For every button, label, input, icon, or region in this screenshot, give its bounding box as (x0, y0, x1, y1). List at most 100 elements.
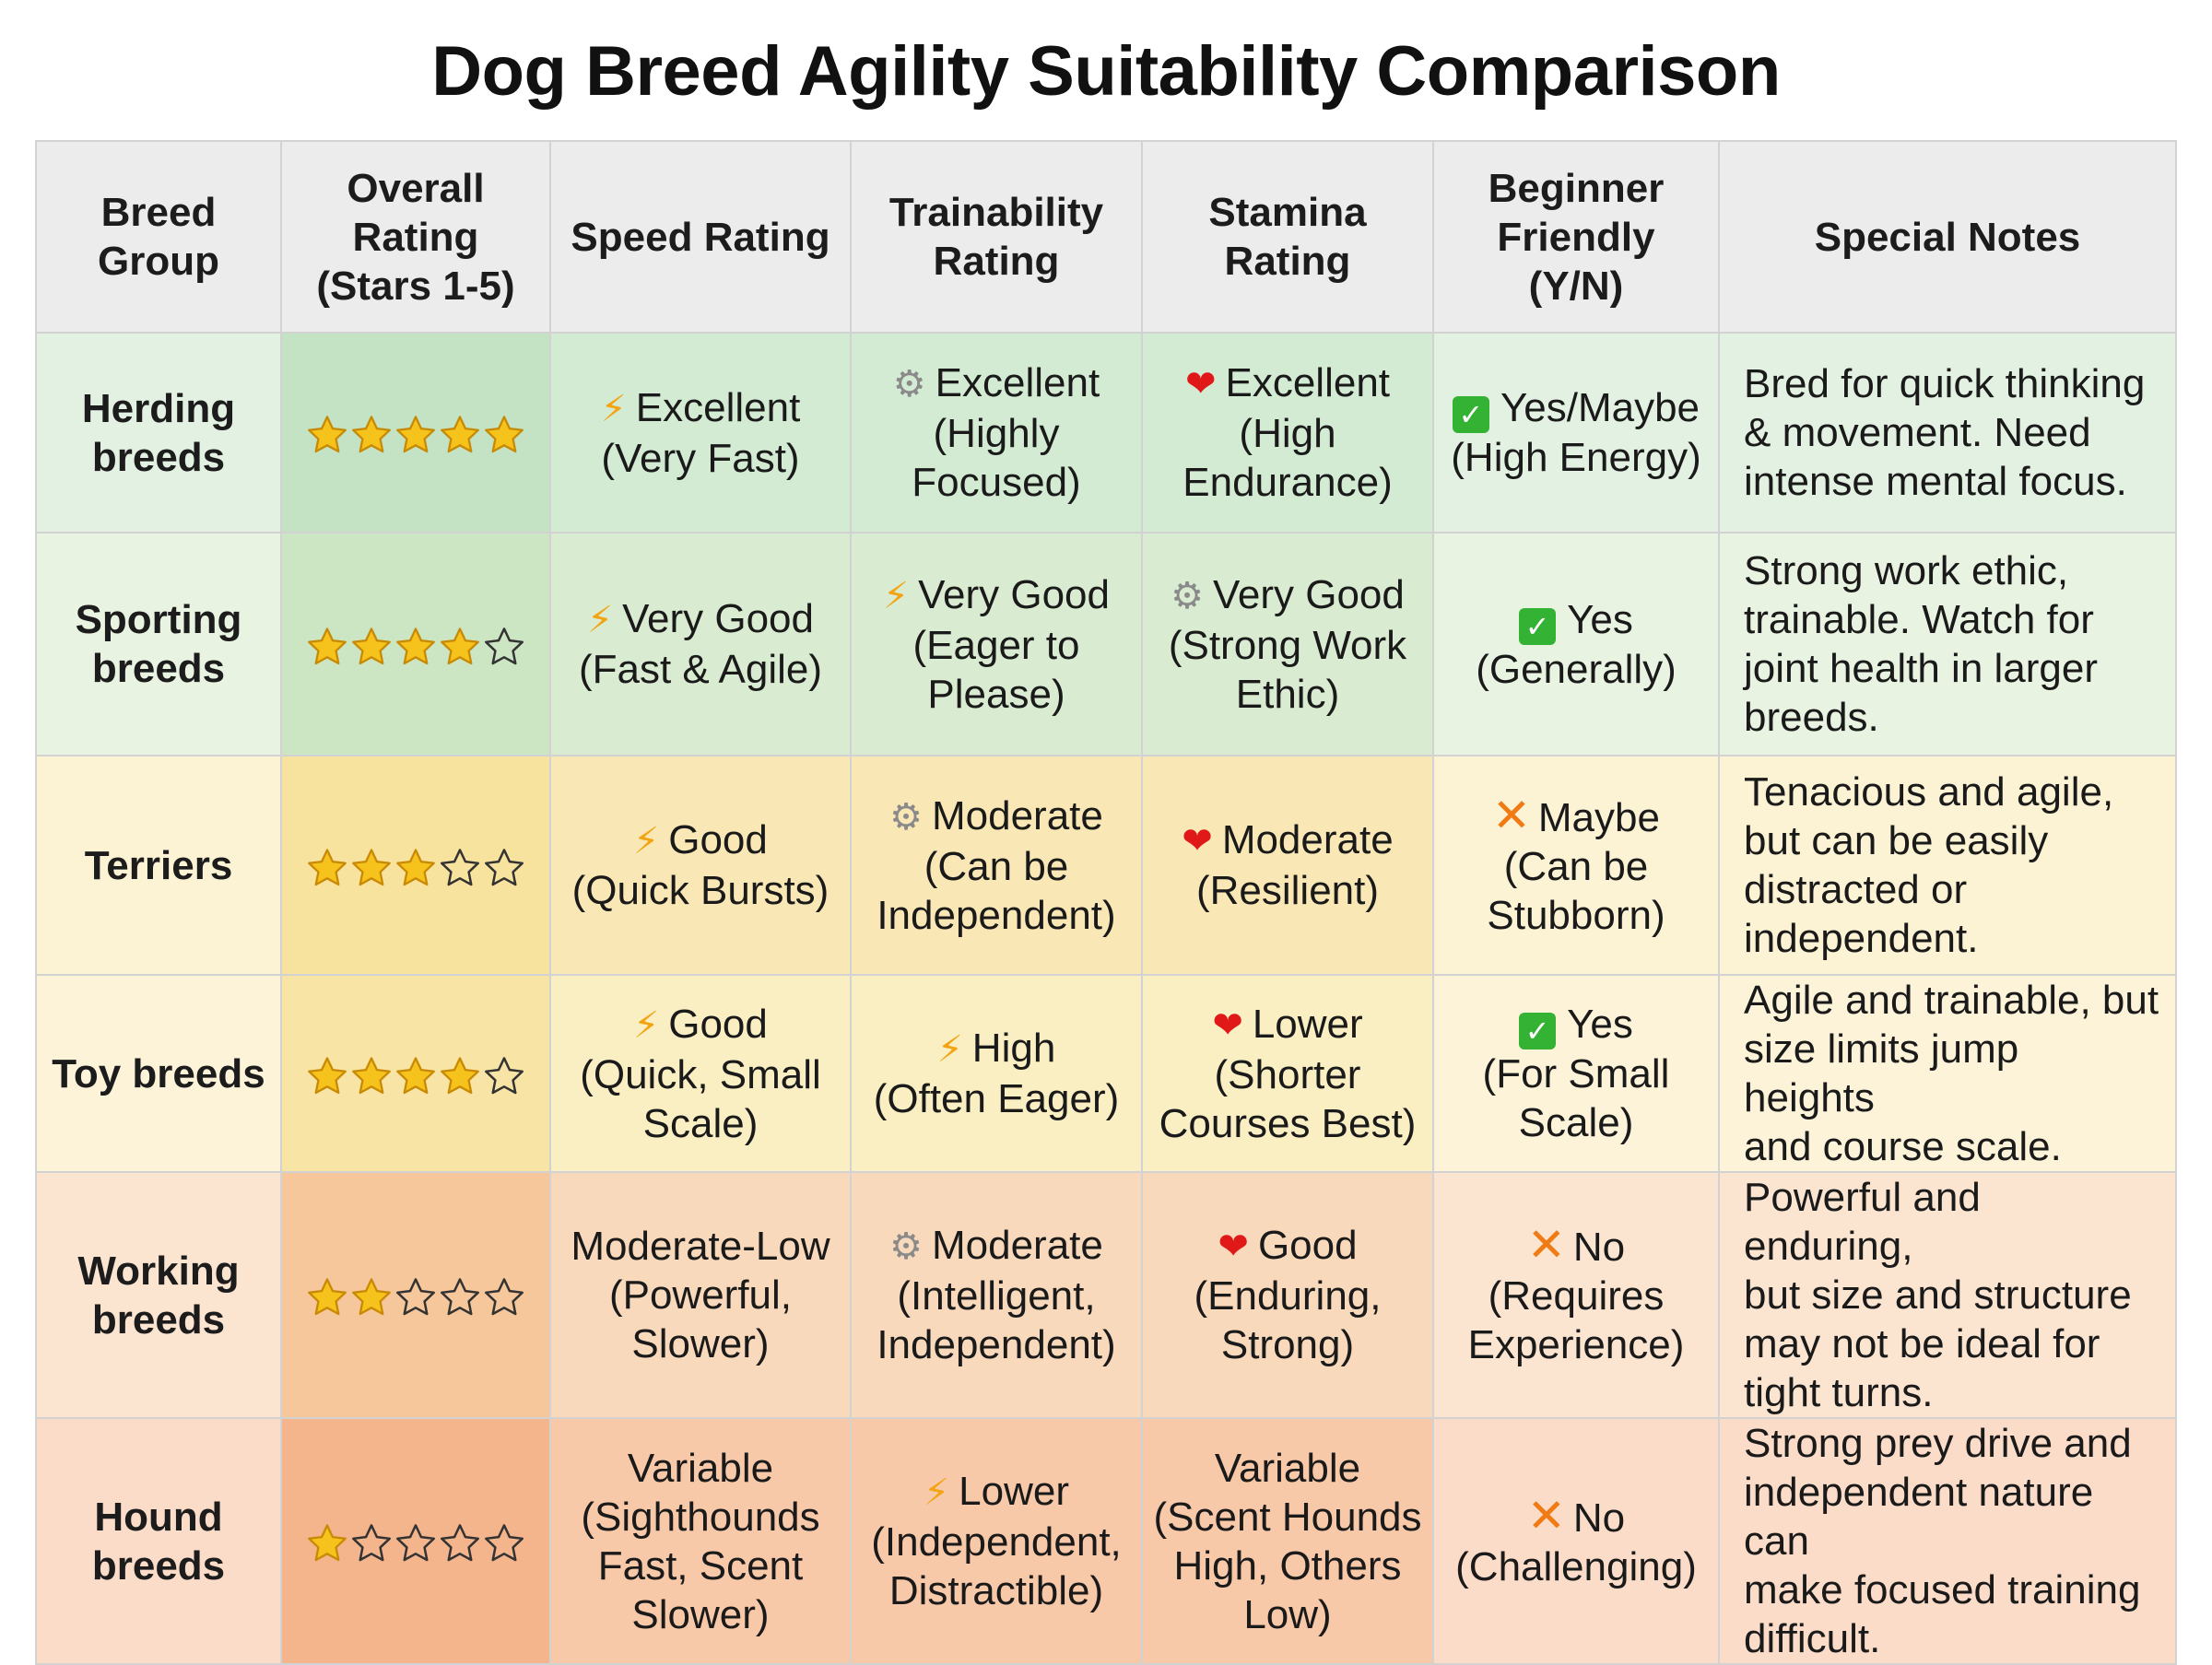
breed-group-cell: Herding breeds (35, 332, 282, 534)
trainability-rating-cell: ⚙ Moderate (Intelligent, Independent) (850, 1171, 1143, 1419)
beginner-friendly-cell-text: Maybe (Can be Stubborn) (1487, 794, 1665, 938)
lightning-icon: ⚡ (936, 1029, 963, 1070)
header-stamina-rating: Stamina Rating (1141, 140, 1434, 334)
speed-rating-cell: ⚡ Excellent (Very Fast) (549, 332, 852, 534)
beginner-friendly-cell: ✕ No (Requires Experience) (1432, 1171, 1720, 1419)
heart-icon: ❤ (1212, 1004, 1243, 1046)
filled-star-icon (441, 416, 479, 453)
gear-icon: ⚙ (889, 796, 923, 838)
table-row: Sporting breeds ⚡ Very Good (Fast & Agile)… (35, 532, 2177, 756)
star-rating (305, 1517, 526, 1565)
gear-icon: ⚙ (892, 364, 926, 405)
special-notes-cell: Bred for quick thinking & movement. Need… (1718, 332, 2177, 534)
filled-star-icon (308, 1278, 347, 1316)
check-icon: ✓ (1519, 1013, 1557, 1049)
chart-title: Dog Breed Agility Suitability Comparison (431, 32, 1781, 111)
empty-star-icon (352, 1524, 391, 1562)
speed-rating-cell-text: Excellent (Very Fast) (601, 384, 801, 481)
trainability-rating-cell-text: Very Good (Eager to Please) (912, 571, 1111, 717)
stamina-rating-cell: ❤ Good (Enduring, Strong) (1141, 1171, 1434, 1419)
filled-star-icon (308, 627, 347, 665)
speed-rating-cell: Moderate-Low (Powerful, Slower) (549, 1171, 852, 1419)
trainability-rating-cell-text: Moderate (Intelligent, Independent) (877, 1223, 1116, 1367)
stamina-rating-cell-text: Excellent (High Endurance) (1182, 360, 1393, 505)
beginner-friendly-cell-text: No (Requires Experience) (1467, 1225, 1685, 1367)
gear-icon: ⚙ (889, 1226, 923, 1267)
header-breed-group: Breed Group (35, 140, 282, 334)
special-notes-cell-text: Strong prey drive and independent nature… (1744, 1421, 2141, 1661)
filled-star-icon (485, 416, 524, 453)
overall-rating-cell (280, 1171, 551, 1419)
trainability-rating-cell: ⚡ Very Good (Eager to Please) (850, 532, 1143, 756)
speed-rating-cell-text: Very Good (Fast & Agile) (578, 596, 823, 692)
overall-rating-cell (280, 974, 551, 1173)
breed-group-cell-text: Hound breeds (91, 1494, 226, 1589)
lightning-icon: ⚡ (924, 1472, 950, 1513)
gear-icon: ⚙ (1171, 575, 1204, 616)
special-notes-cell-text: Agile and trainable, but size limits jum… (1744, 978, 2159, 1169)
empty-star-icon (441, 849, 479, 886)
special-notes-cell: Powerful and enduring, but size and stru… (1718, 1171, 2177, 1419)
empty-star-icon (485, 1524, 524, 1562)
speed-rating-cell: ⚡ Good (Quick, Small Scale) (549, 974, 852, 1173)
speed-rating-cell-text: Variable (Sighthounds Fast, Scent Slower… (581, 1445, 820, 1637)
filled-star-icon (396, 416, 435, 453)
lightning-icon: ⚡ (587, 600, 614, 640)
overall-rating-cell (280, 755, 551, 976)
filled-star-icon (352, 849, 391, 886)
trainability-rating-cell: ⚙ Excellent (Highly Focused) (850, 332, 1143, 534)
filled-star-icon (396, 849, 435, 886)
speed-rating-cell: ⚡ Good (Quick Bursts) (549, 755, 852, 976)
special-notes-cell: Strong work ethic, trainable. Watch for … (1718, 532, 2177, 756)
table-row: Herding breeds ⚡ Excellent (Very Fast) ⚙ Exc… (35, 332, 2177, 534)
star-rating (305, 841, 526, 890)
filled-star-icon (441, 627, 479, 665)
heart-icon: ❤ (1218, 1226, 1249, 1267)
filled-star-icon (308, 416, 347, 453)
speed-rating-cell-text: Good (Quick Bursts) (571, 817, 830, 913)
stamina-rating-cell-text: Variable (Scent Hounds High, Others Low) (1153, 1445, 1422, 1637)
beginner-friendly-cell: ✓ Yes/Maybe (High Energy) (1432, 332, 1720, 534)
empty-star-icon (485, 1057, 524, 1095)
overall-rating-cell (280, 532, 551, 756)
breed-group-cell: Sporting breeds (35, 532, 282, 756)
breed-group-cell-text: Herding breeds (81, 385, 236, 480)
breed-group-cell-text: Toy breeds (52, 1050, 265, 1096)
table-row: Hound breeds Variable (Sighthounds Fast, … (35, 1417, 2177, 1665)
overall-rating-cell (280, 332, 551, 534)
header-overall-rating: Overall Rating (Stars 1-5) (280, 140, 551, 334)
trainability-rating-cell: ⚡ Lower (Independent, Distractible) (850, 1417, 1143, 1665)
breed-group-cell: Hound breeds (35, 1417, 282, 1665)
empty-star-icon (396, 1278, 435, 1316)
stamina-rating-cell-text: Moderate (Resilient) (1195, 817, 1394, 913)
header-special-notes: Special Notes (1718, 140, 2177, 334)
stamina-rating-cell: ❤ Excellent (High Endurance) (1141, 332, 1434, 534)
breed-group-cell-text: Working breeds (77, 1248, 240, 1343)
header-speed-rating: Speed Rating (549, 140, 852, 334)
star-rating (305, 408, 526, 457)
table-row: Toy breeds ⚡ Good (Quick, Small Scale) ⚡ Hig… (35, 974, 2177, 1173)
trainability-rating-cell: ⚙ Moderate (Can be Independent) (850, 755, 1143, 976)
heart-icon: ❤ (1182, 821, 1213, 862)
filled-star-icon (308, 1524, 347, 1562)
header-beginner-friendly: Beginner Friendly (Y/N) (1432, 140, 1720, 334)
empty-star-icon (485, 849, 524, 886)
stamina-rating-cell-text: Good (Enduring, Strong) (1194, 1223, 1382, 1367)
stamina-rating-cell: ❤ Moderate (Resilient) (1141, 755, 1434, 976)
filled-star-icon (396, 1057, 435, 1095)
special-notes-cell: Agile and trainable, but size limits jum… (1718, 974, 2177, 1173)
empty-star-icon (485, 1278, 524, 1316)
cross-icon: ✕ (1526, 1219, 1566, 1271)
beginner-friendly-cell-text: Yes/Maybe (High Energy) (1451, 385, 1701, 480)
stamina-rating-cell: ⚙ Very Good (Strong Work Ethic) (1141, 532, 1434, 756)
filled-star-icon (352, 1057, 391, 1095)
empty-star-icon (396, 1524, 435, 1562)
beginner-friendly-cell: ✕ No (Challenging) (1432, 1417, 1720, 1665)
breed-group-cell-text: Sporting breeds (75, 597, 242, 691)
special-notes-cell-text: Strong work ethic, trainable. Watch for … (1744, 548, 2099, 740)
trainability-rating-cell-text: High (Often Eager) (873, 1026, 1120, 1121)
cross-icon: ✕ (1492, 789, 1531, 841)
lightning-icon: ⚡ (633, 1004, 660, 1046)
beginner-friendly-cell-text: No (Challenging) (1455, 1495, 1697, 1589)
